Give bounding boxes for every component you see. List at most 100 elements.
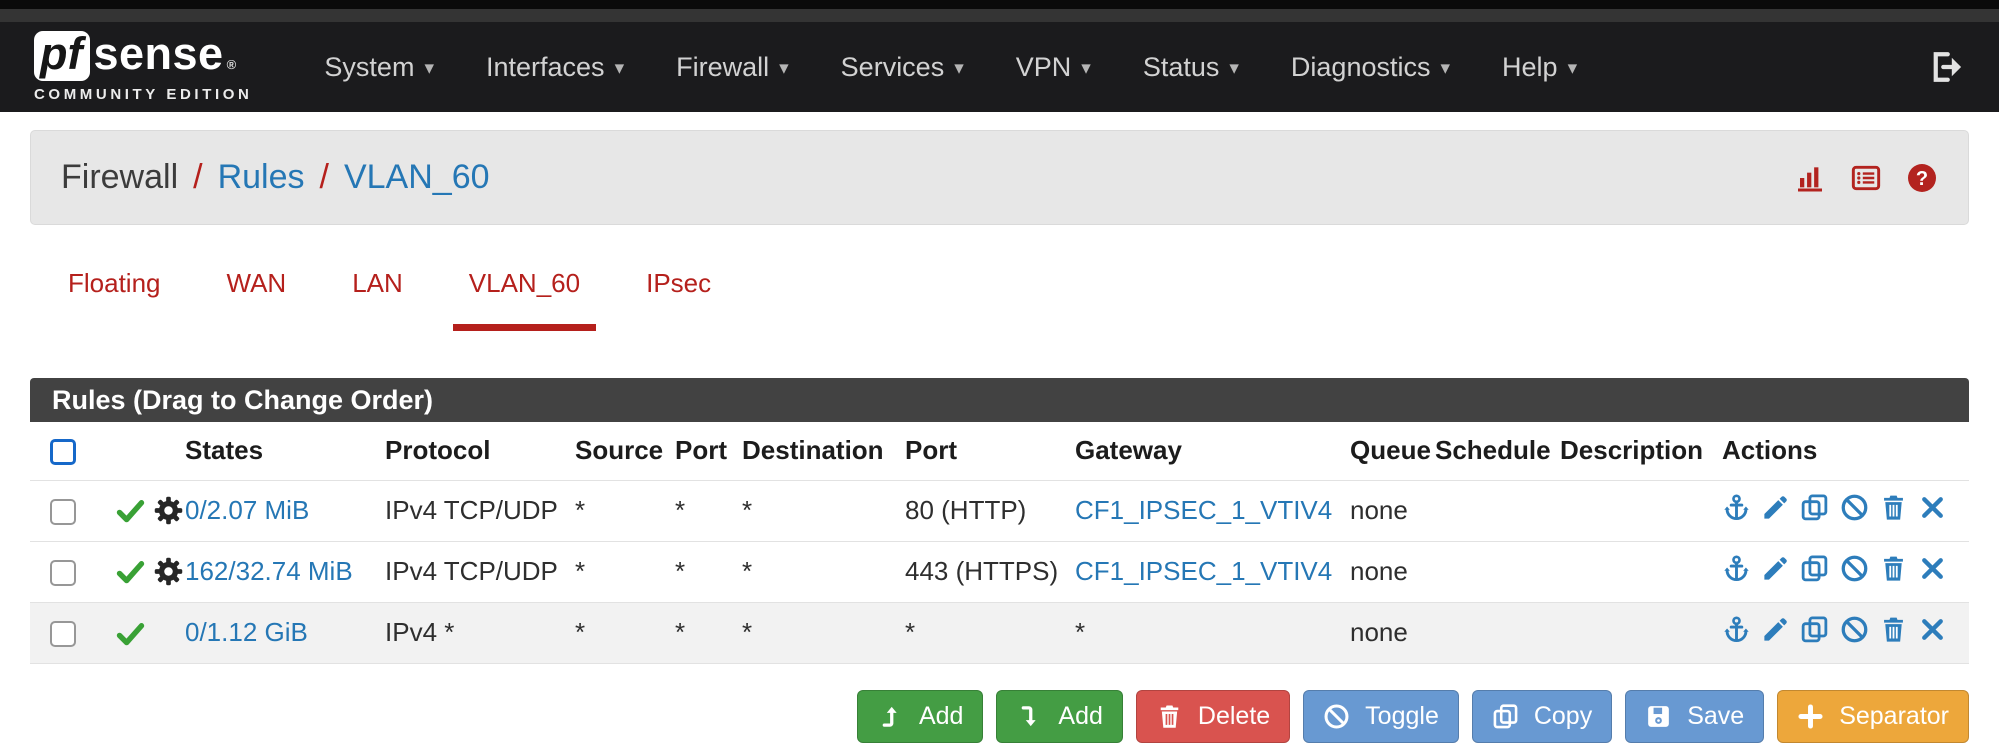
log-list-icon[interactable] <box>1850 162 1882 194</box>
rule-row[interactable]: 0/1.12 GiB IPv4 * * * * * * none <box>30 602 1969 663</box>
nav-services[interactable]: Services ▾ <box>840 51 964 82</box>
col-destination: Destination <box>742 435 884 466</box>
source-cell: * <box>575 617 586 647</box>
delete-button[interactable]: Delete <box>1135 689 1291 743</box>
ban-icon[interactable] <box>1840 493 1869 522</box>
chevron-down-icon: ▾ <box>424 57 434 79</box>
row-checkbox[interactable] <box>50 621 76 648</box>
breadcrumb-rules-link[interactable]: Rules <box>217 158 305 196</box>
pencil-icon[interactable] <box>1761 554 1790 583</box>
save-icon <box>1645 703 1672 730</box>
rules-table: States Protocol Source Port Destination … <box>30 422 1969 664</box>
breadcrumb-vlan60-link[interactable]: VLAN_60 <box>343 158 490 196</box>
breadcrumb-bar: Firewall / Rules / VLAN_60 <box>30 130 1969 225</box>
trash-icon[interactable] <box>1879 554 1908 583</box>
schedule-cell <box>1435 480 1560 541</box>
copy-icon[interactable] <box>1800 493 1829 522</box>
chevron-down-icon: ▾ <box>954 57 964 79</box>
add-rule-bottom-button[interactable]: Add <box>996 689 1123 743</box>
breadcrumb-icons <box>1794 162 1938 194</box>
rule-enabled-check-icon[interactable] <box>115 495 146 526</box>
close-icon[interactable] <box>1918 615 1947 644</box>
anchor-icon[interactable] <box>1722 615 1751 644</box>
row-checkbox[interactable] <box>50 560 76 587</box>
pencil-icon[interactable] <box>1761 615 1790 644</box>
schedule-cell <box>1435 541 1560 602</box>
tab-lan[interactable]: LAN <box>352 268 403 298</box>
protocol-cell: IPv4 * <box>385 617 455 647</box>
close-icon[interactable] <box>1918 493 1947 522</box>
nav-interfaces[interactable]: Interfaces ▾ <box>486 51 625 82</box>
breadcrumb-firewall: Firewall <box>61 158 179 196</box>
dest-port-cell: * <box>905 617 916 647</box>
copy-icon[interactable] <box>1800 554 1829 583</box>
rules-action-buttons: Add Add Delete Toggle Copy Save Separato… <box>30 689 1969 743</box>
gateway-link[interactable]: CF1_IPSEC_1_VTIV4 <box>1075 556 1333 586</box>
queue-cell: none <box>1350 617 1408 647</box>
logo-pf-badge: pf <box>34 30 91 82</box>
ban-icon[interactable] <box>1840 554 1869 583</box>
queue-cell: none <box>1350 556 1408 586</box>
states-link[interactable]: 162/32.74 MiB <box>185 556 353 586</box>
gateway-link[interactable]: CF1_IPSEC_1_VTIV4 <box>1075 495 1333 525</box>
tab-floating[interactable]: Floating <box>68 268 161 298</box>
rule-enabled-check-icon[interactable] <box>115 618 146 649</box>
close-icon[interactable] <box>1918 554 1947 583</box>
logo-sense-text: sense <box>93 27 224 79</box>
states-link[interactable]: 0/1.12 GiB <box>185 617 308 647</box>
table-header-row: States Protocol Source Port Destination … <box>30 422 1969 480</box>
source-cell: * <box>575 495 586 525</box>
anchor-icon[interactable] <box>1722 493 1751 522</box>
chevron-down-icon: ▾ <box>1567 57 1578 79</box>
nav-system[interactable]: System ▾ <box>324 51 434 82</box>
pencil-icon[interactable] <box>1761 493 1790 522</box>
save-button[interactable]: Save <box>1625 689 1765 743</box>
add-rule-top-button[interactable]: Add <box>856 689 984 743</box>
copy-button[interactable]: Copy <box>1471 689 1613 743</box>
main-navbar: pf sense ® COMMUNITY EDITION System ▾ Inter… <box>0 22 1999 112</box>
destination-cell: * <box>742 495 753 525</box>
separator-button[interactable]: Separator <box>1777 689 1969 743</box>
anchor-icon[interactable] <box>1722 554 1751 583</box>
toggle-button[interactable]: Toggle <box>1303 689 1459 743</box>
help-icon[interactable] <box>1906 162 1938 194</box>
sign-out-icon[interactable] <box>1929 49 1965 85</box>
source-cell: * <box>575 556 586 586</box>
nav-diagnostics[interactable]: Diagnostics ▾ <box>1290 51 1451 82</box>
pfsense-logo[interactable]: pf sense ® COMMUNITY EDITION <box>34 27 252 103</box>
rule-row[interactable]: 0/2.07 MiB IPv4 TCP/UDP * * * 80 (HTTP) … <box>30 480 1969 541</box>
nav-vpn[interactable]: VPN ▾ <box>1015 51 1091 82</box>
trash-icon <box>1156 703 1183 730</box>
nav-status[interactable]: Status ▾ <box>1142 51 1239 82</box>
status-icons-header <box>115 422 185 480</box>
rule-row[interactable]: 162/32.74 MiB IPv4 TCP/UDP * * * 443 (HT… <box>30 541 1969 602</box>
trash-icon[interactable] <box>1879 493 1908 522</box>
chevron-down-icon: ▾ <box>614 57 625 79</box>
level-up-icon <box>877 703 904 730</box>
select-all-checkbox[interactable] <box>50 439 76 466</box>
ban-icon[interactable] <box>1840 615 1869 644</box>
advanced-settings-gear-icon <box>146 555 185 588</box>
col-gateway: Gateway <box>1075 435 1182 466</box>
description-cell <box>1560 480 1722 541</box>
nav-firewall[interactable]: Firewall ▾ <box>676 51 789 82</box>
col-description: Description <box>1560 435 1704 466</box>
copy-icon[interactable] <box>1800 615 1829 644</box>
ban-icon <box>1323 703 1350 730</box>
plus-icon <box>1797 703 1824 730</box>
tab-vlan60[interactable]: VLAN_60 <box>452 268 597 331</box>
dest-port-cell: 80 (HTTP) <box>905 495 1027 525</box>
level-down-icon <box>1016 703 1043 730</box>
rule-enabled-check-icon[interactable] <box>115 556 146 587</box>
tab-wan[interactable]: WAN <box>226 268 287 298</box>
nav-help[interactable]: Help ▾ <box>1502 51 1578 82</box>
row-checkbox[interactable] <box>50 499 76 526</box>
tab-ipsec[interactable]: IPsec <box>646 268 712 298</box>
bar-chart-icon[interactable] <box>1794 162 1826 194</box>
states-link[interactable]: 0/2.07 MiB <box>185 495 310 525</box>
description-cell <box>1560 602 1722 663</box>
col-schedule: Schedule <box>1435 435 1551 466</box>
breadcrumb-separator: / <box>319 158 329 196</box>
trash-icon[interactable] <box>1879 615 1908 644</box>
dest-port-cell: 443 (HTTPS) <box>905 556 1059 586</box>
